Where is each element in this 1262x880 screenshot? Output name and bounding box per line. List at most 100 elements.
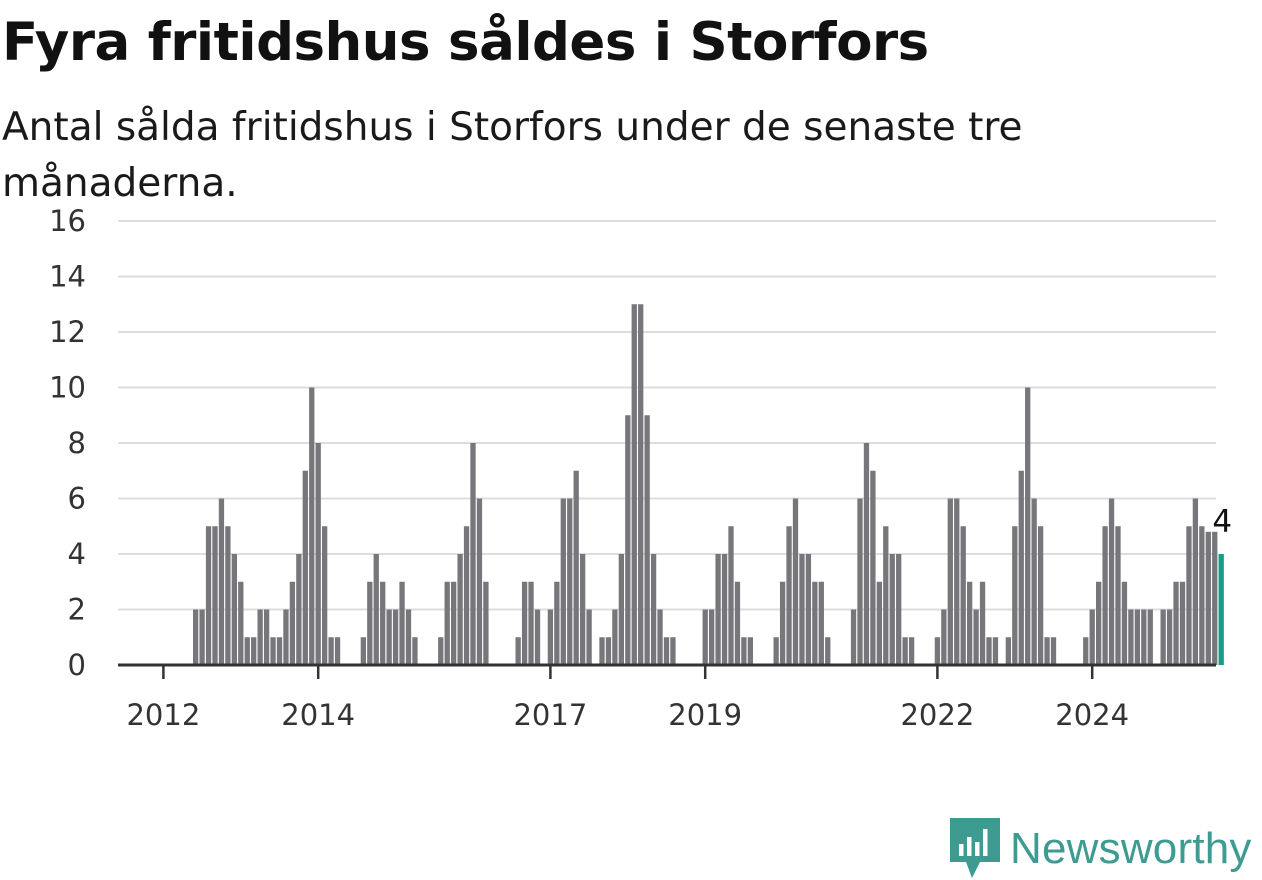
bar <box>857 498 863 665</box>
y-axis-ticks: 0 2 4 6 8 10 12 14 16 <box>49 204 86 682</box>
bar <box>670 637 676 665</box>
bar <box>438 637 444 665</box>
bar <box>779 581 786 665</box>
bar <box>1128 609 1134 665</box>
bar <box>618 554 624 665</box>
bar <box>638 304 644 665</box>
bar <box>373 554 379 665</box>
y-tick-label: 2 <box>68 593 86 627</box>
bar <box>302 470 308 665</box>
bar <box>960 526 966 665</box>
bar <box>199 609 205 665</box>
bar <box>644 415 650 665</box>
bar <box>1179 581 1186 665</box>
bar <box>1147 609 1153 665</box>
bar <box>528 581 534 665</box>
x-tick-label: 2012 <box>126 698 200 732</box>
bar <box>889 554 895 665</box>
bar <box>799 554 805 665</box>
bar <box>1173 581 1179 665</box>
bar <box>941 609 947 665</box>
bar <box>225 526 231 665</box>
y-tick-label: 10 <box>49 371 86 405</box>
bar <box>1121 581 1128 665</box>
grid-lines <box>118 220 1216 611</box>
bar <box>805 554 812 665</box>
bar <box>380 581 386 665</box>
bar <box>786 526 792 665</box>
bar <box>328 637 334 665</box>
bar <box>392 609 399 665</box>
bar <box>1083 637 1089 665</box>
bar <box>947 498 953 665</box>
bar <box>483 581 489 665</box>
bar <box>1089 609 1095 665</box>
bar <box>289 581 296 665</box>
bar <box>908 637 915 665</box>
bar <box>1096 581 1102 665</box>
bar <box>580 554 586 665</box>
bar <box>1186 526 1192 665</box>
y-tick-label: 12 <box>49 315 86 349</box>
bar <box>773 637 779 665</box>
bar <box>238 581 244 665</box>
bar <box>1044 637 1050 665</box>
bar <box>1205 531 1211 665</box>
bar <box>967 581 973 665</box>
bar <box>360 637 366 665</box>
x-tick-label: 2022 <box>900 698 974 732</box>
bar <box>1166 609 1173 665</box>
brand-logo: Newsworthy <box>950 818 1252 880</box>
bar <box>812 581 818 665</box>
bar <box>721 554 728 665</box>
bar <box>709 609 715 665</box>
x-tick-label: 2017 <box>513 698 587 732</box>
bar <box>560 498 566 665</box>
bar <box>728 526 734 665</box>
bar <box>586 609 592 665</box>
bar <box>244 637 250 665</box>
x-tick-label: 2019 <box>668 698 742 732</box>
y-tick-label: 0 <box>68 648 86 682</box>
bar <box>747 637 753 665</box>
bar <box>457 554 463 665</box>
bar <box>257 609 263 665</box>
bar <box>625 415 631 665</box>
bar <box>715 554 721 665</box>
bar <box>1134 609 1140 665</box>
bar <box>231 554 237 665</box>
bar <box>476 498 483 665</box>
bar <box>650 554 657 665</box>
bar <box>270 637 276 665</box>
bar <box>1050 637 1057 665</box>
page-subtitle: Antal sålda fritidshus i Storfors under … <box>2 105 1023 206</box>
bar <box>863 443 870 665</box>
bar <box>212 526 218 665</box>
bar <box>954 498 960 665</box>
x-tick-label: 2024 <box>1055 698 1129 732</box>
bar <box>1212 531 1218 665</box>
bar <box>1005 637 1011 665</box>
bar <box>315 443 321 665</box>
bar <box>973 609 979 665</box>
bar <box>876 581 882 665</box>
bar <box>322 526 328 665</box>
bar <box>1031 498 1037 665</box>
y-tick-label: 16 <box>49 204 86 238</box>
bar <box>1141 609 1147 665</box>
bar <box>470 443 476 665</box>
last-value-label: 4 <box>1212 504 1232 540</box>
bar <box>193 609 199 665</box>
x-axis-ticks: 2012 2014 2017 2019 2022 2024 <box>126 665 1129 732</box>
bar <box>850 609 857 665</box>
y-tick-label: 8 <box>68 426 86 460</box>
bar <box>612 609 618 665</box>
bar <box>818 581 824 665</box>
bar <box>567 498 573 665</box>
bar <box>631 304 637 665</box>
bar <box>463 526 470 665</box>
bar <box>702 609 708 665</box>
bar <box>1115 526 1121 665</box>
y-tick-label: 4 <box>68 537 86 571</box>
bar <box>883 526 889 665</box>
